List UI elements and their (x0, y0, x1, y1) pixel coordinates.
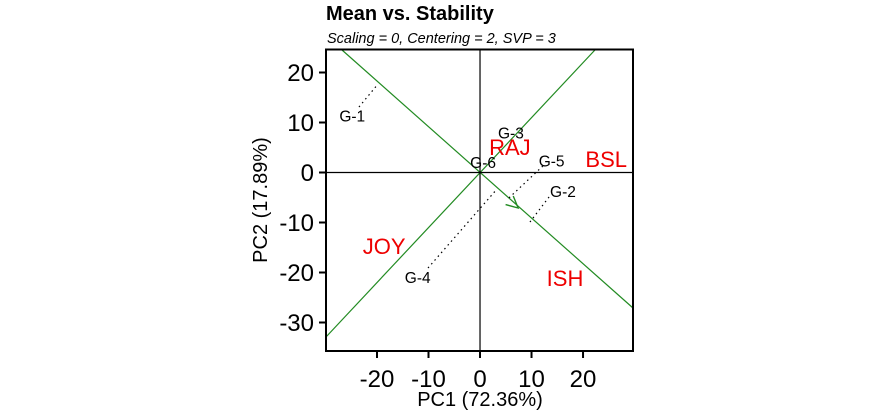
y-tick-label: -30 (279, 310, 314, 337)
x-axis-title: PC1 (72.36%) (417, 389, 543, 411)
genotype-label-G-1: G-1 (339, 109, 365, 126)
x-tick-label: -20 (360, 366, 395, 393)
chart-title: Mean vs. Stability (326, 3, 494, 25)
genotype-label-G-6: G-6 (470, 155, 496, 172)
y-tick-label: 10 (287, 110, 314, 137)
projection-line-G-5 (507, 165, 544, 200)
genotype-label-G-4: G-4 (405, 270, 431, 287)
projection-line-G-4 (427, 188, 498, 269)
y-tick-label: 20 (287, 60, 314, 87)
projection-line-G-1 (358, 83, 379, 108)
genotype-label-G-3: G-3 (498, 126, 524, 143)
x-tick-label: -10 (411, 366, 446, 393)
x-tick-label: 0 (473, 366, 486, 393)
x-tick-label: 10 (518, 366, 545, 393)
chart-subtitle: Scaling = 0, Centering = 2, SVP = 3 (327, 31, 556, 47)
projection-line-G-2 (529, 196, 550, 223)
x-tick-label: 20 (570, 366, 597, 393)
genotype-label-G-5: G-5 (539, 154, 565, 171)
y-axis-title: PC2 (17.89%) (250, 137, 272, 263)
environment-label-RAJ: RAJ (489, 135, 531, 160)
genotype-label-G-2: G-2 (550, 184, 576, 201)
environment-label-BSL: BSL (585, 147, 627, 172)
y-tick-label: 0 (301, 160, 314, 187)
average-environment-axis-line (341, 49, 634, 309)
environment-label-ISH: ISH (547, 266, 584, 291)
y-tick-label: -20 (279, 260, 314, 287)
y-tick-label: -10 (279, 210, 314, 237)
environment-label-JOY: JOY (363, 234, 406, 259)
aea-arrowhead-icon (505, 195, 520, 210)
stability-axis-line (325, 49, 596, 338)
